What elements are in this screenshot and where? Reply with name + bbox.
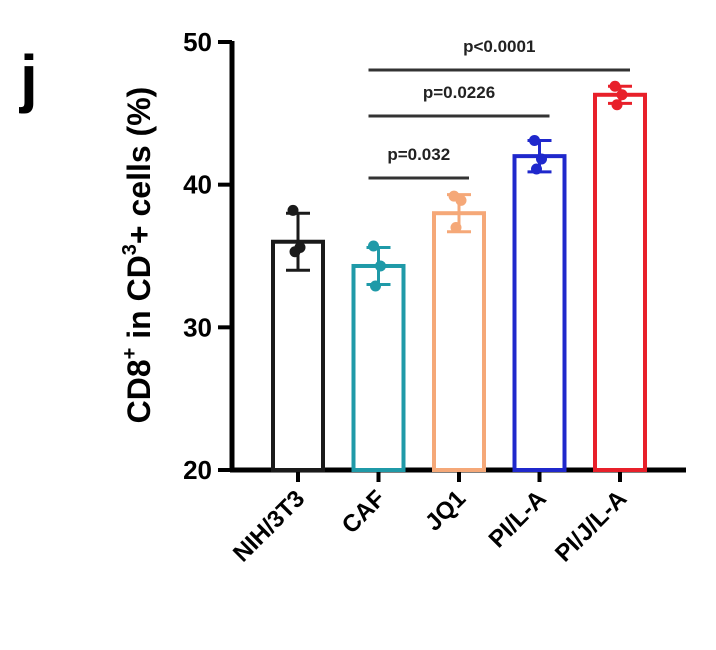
bar <box>512 154 567 472</box>
data-point <box>450 221 462 233</box>
x-tick-label: NIH/3T3 <box>228 485 310 567</box>
significance-label: p=0.032 <box>387 145 450 164</box>
data-point <box>287 204 299 216</box>
y-axis-label-part: in CD <box>121 255 157 347</box>
bar <box>351 263 406 472</box>
y-tick-label: 40 <box>183 170 212 200</box>
data-point <box>370 280 381 292</box>
bar <box>432 211 486 472</box>
data-point <box>616 89 628 101</box>
bar <box>593 92 647 473</box>
y-tick-label: 30 <box>183 312 212 342</box>
data-point <box>375 260 386 272</box>
y-tick-label: 50 <box>183 27 212 57</box>
data-point <box>611 99 623 111</box>
y-axis-label-part: + cells (%) <box>121 87 157 244</box>
y-axis-label-part: CD8 <box>121 359 157 423</box>
y-axis-label-sup: 3 <box>119 244 141 255</box>
significance-label: p<0.0001 <box>463 37 535 56</box>
x-tick-label: CAF <box>337 485 391 539</box>
data-point <box>531 163 542 175</box>
data-point <box>529 134 540 146</box>
data-point <box>289 246 301 258</box>
y-tick-label: 20 <box>183 455 212 485</box>
bars <box>271 80 647 473</box>
panel-label: j <box>19 42 38 114</box>
data-point <box>536 153 547 165</box>
significance-label: p=0.0226 <box>423 83 495 102</box>
data-point <box>609 80 621 92</box>
x-tick-label: PI/L-A <box>484 485 552 553</box>
x-tick-label: PI/J/L-A <box>550 485 632 567</box>
data-point <box>455 194 467 206</box>
bar <box>271 239 325 472</box>
y-axis-label-sup: + <box>119 348 141 360</box>
x-tick-label: JQ1 <box>420 485 471 536</box>
y-axis-label: CD8+ in CD3+ cells (%) <box>119 87 157 424</box>
significance-annotations: p=0.032 p=0.0226 p<0.0001 <box>368 37 630 180</box>
data-point <box>368 240 379 252</box>
